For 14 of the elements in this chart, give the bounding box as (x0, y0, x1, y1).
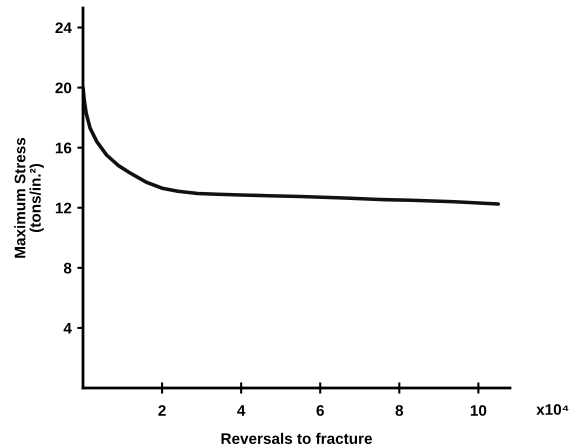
x-tick-label: 2 (158, 405, 166, 416)
y-axis-title: Maximum Stress (tons/in.²) (14, 138, 44, 258)
y-tick-label: 4 (64, 322, 72, 334)
text: x10⁴ (536, 404, 568, 415)
y-tick-label: 24 (55, 22, 72, 34)
x-tick-label: 6 (316, 405, 324, 416)
x-tick-label: 10 (470, 405, 486, 416)
y-tick-label: 16 (56, 142, 72, 154)
y-tick-label: 8 (64, 262, 72, 274)
y-tick-label: 20 (55, 82, 72, 94)
y-tick-label: 12 (56, 202, 72, 214)
x-axis-title: Reversals to fracture (222, 432, 372, 444)
x-tick-label: 4 (237, 405, 246, 416)
x-tick-label: 8 (396, 405, 404, 416)
